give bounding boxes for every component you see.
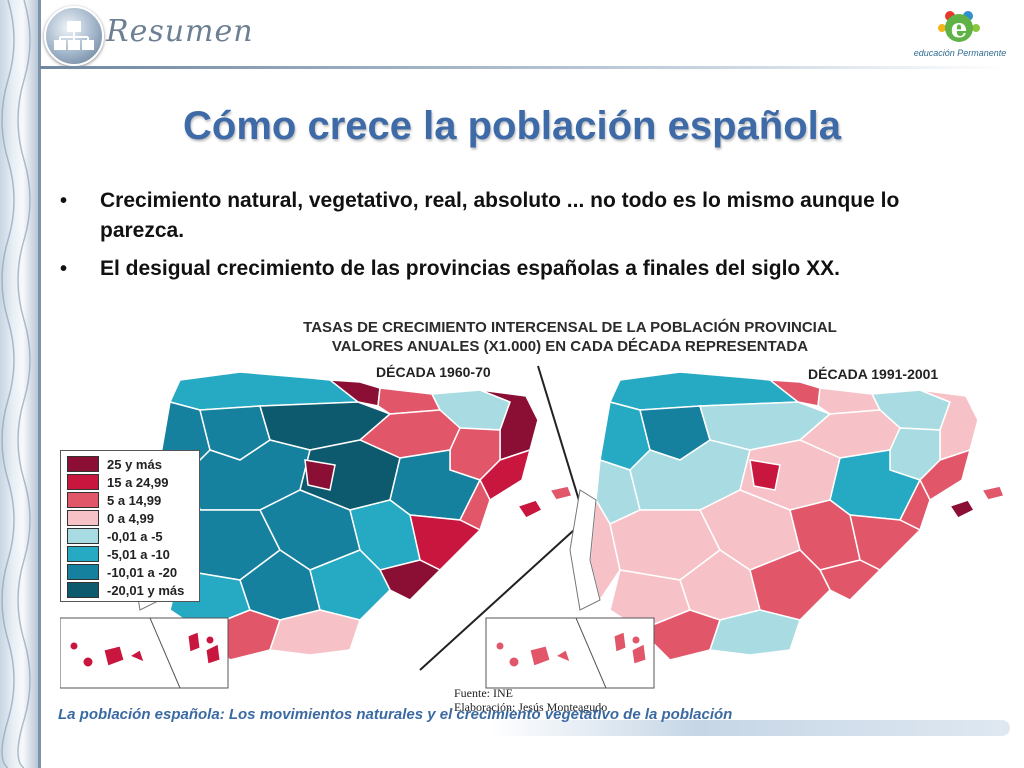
header-title: Resumen xyxy=(106,14,254,49)
org-chart-glyph xyxy=(54,21,94,50)
legend-item: 25 y más xyxy=(61,455,199,473)
maps-canvas xyxy=(60,365,1006,689)
legend-item: -20,01 y más xyxy=(61,581,199,599)
legend-swatch xyxy=(67,456,99,472)
bullet-text: El desigual crecimiento de las provincia… xyxy=(100,257,840,280)
brand-mark-icon: e xyxy=(938,11,980,44)
legend-swatch xyxy=(67,564,99,580)
legend-label: -10,01 a -20 xyxy=(107,564,178,580)
legend-label: 15 a 24,99 xyxy=(107,474,169,490)
org-chart-icon xyxy=(44,6,104,66)
legend-label: 5 a 14,99 xyxy=(107,492,162,508)
side-border-pattern xyxy=(1,0,31,768)
author-line: Elaboración: Jesús Monteagudo xyxy=(454,700,608,714)
bullet-marker: • xyxy=(60,190,68,212)
bullet-item: • El desigual crecimiento de las provinc… xyxy=(60,254,980,284)
figure-title-line2: VALORES ANUALES (X1.000) EN CADA DÉCADA … xyxy=(331,338,809,355)
educacion-permanente-logo: e educación Permanente xyxy=(904,4,1016,64)
legend-item: 5 a 14,99 xyxy=(61,491,199,509)
legend-swatch xyxy=(67,474,99,490)
figure-title-line1: TASAS DE CRECIMIENTO INTERCENSAL DE LA P… xyxy=(303,319,837,336)
decade-label-1991-2001: DÉCADA 1991-2001 xyxy=(808,366,939,382)
header-divider xyxy=(40,66,1008,69)
map-legend: 25 y más 15 a 24,99 5 a 14,99 0 a 4,99 -… xyxy=(60,450,200,602)
map-separator-line-lower xyxy=(419,519,586,671)
map-spain-1991-2001 xyxy=(589,371,1006,661)
slide-title: Cómo crece la población española xyxy=(183,104,841,148)
legend-swatch xyxy=(67,492,99,508)
svg-text:e: e xyxy=(951,14,968,44)
bullet-marker: • xyxy=(60,258,68,280)
legend-swatch xyxy=(67,528,99,544)
brand-logo-text: educación Permanente xyxy=(913,48,1007,58)
canary-islands-right xyxy=(495,631,647,668)
legend-label: 25 y más xyxy=(107,456,162,472)
canary-islands-inset-right xyxy=(485,617,655,689)
legend-item: 0 a 4,99 xyxy=(61,509,199,527)
inset-divider xyxy=(575,617,607,689)
legend-swatch xyxy=(67,510,99,526)
legend-item: -0,01 a -5 xyxy=(61,527,199,545)
map-spain-1960-70 xyxy=(149,371,574,661)
footer-decoration xyxy=(490,720,1010,736)
legend-item: -5,01 a -10 xyxy=(61,545,199,563)
canary-islands-left xyxy=(69,631,221,668)
bullet-text: Crecimiento natural, vegetativo, real, a… xyxy=(100,189,900,242)
legend-item: 15 a 24,99 xyxy=(61,473,199,491)
legend-item: -10,01 a -20 xyxy=(61,563,199,581)
bullet-item: • Crecimiento natural, vegetativo, real,… xyxy=(60,186,980,246)
source-line: Fuente: INE xyxy=(454,686,513,700)
inset-divider xyxy=(149,617,181,689)
canary-islands-inset-left xyxy=(60,617,229,689)
legend-label: 0 a 4,99 xyxy=(107,510,154,526)
legend-label: -0,01 a -5 xyxy=(107,528,163,544)
decade-label-1960-70: DÉCADA 1960-70 xyxy=(376,364,491,380)
legend-swatch xyxy=(67,582,99,598)
legend-label: -20,01 y más xyxy=(107,582,185,598)
legend-label: -5,01 a -10 xyxy=(107,546,170,562)
figure-source: Fuente: INE Elaboración: Jesús Monteagud… xyxy=(454,686,607,714)
portugal-outline-right xyxy=(569,489,601,611)
figure-title: TASAS DE CRECIMIENTO INTERCENSAL DE LA P… xyxy=(240,318,900,356)
population-growth-maps-figure: TASAS DE CRECIMIENTO INTERCENSAL DE LA P… xyxy=(60,310,1010,714)
map-separator-line xyxy=(537,365,586,521)
bullet-list: • Crecimiento natural, vegetativo, real,… xyxy=(60,186,980,292)
legend-swatch xyxy=(67,546,99,562)
footer-text: La población española: Los movimientos n… xyxy=(58,706,733,723)
decorative-side-border xyxy=(0,0,41,768)
